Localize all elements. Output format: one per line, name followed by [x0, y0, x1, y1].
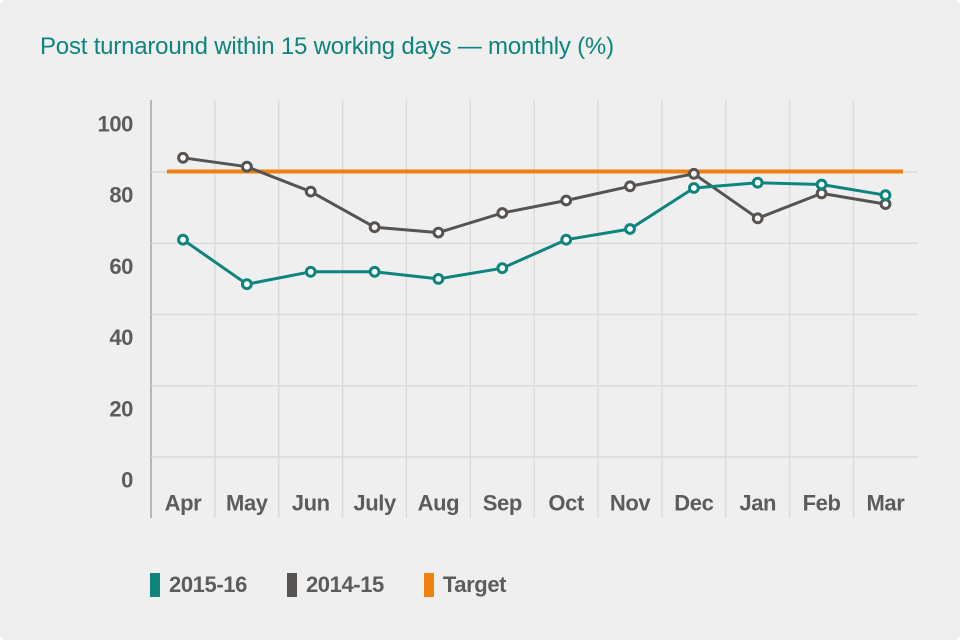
x-axis-tick-label: May: [226, 491, 269, 516]
data-point-2015-16-Aug: [432, 273, 445, 285]
legend-item-target: Target: [423, 572, 507, 598]
data-point-2015-16-Jan: [751, 176, 764, 189]
y-axis-tick-label: 100: [97, 111, 133, 136]
data-point-2015-16-Apr: [177, 233, 189, 246]
data-point-2014-15-Dec: [688, 167, 700, 180]
y-axis-tick-label: 0: [121, 468, 133, 493]
x-axis-tick-label: Feb: [803, 491, 841, 516]
legend: 2015-16 2014-15 Target: [150, 572, 507, 598]
data-point-2015-16-May: [241, 278, 253, 291]
x-axis-tick-label: Apr: [165, 491, 203, 516]
legend-label-2015-16: 2015-16: [169, 572, 247, 597]
data-point-2015-16-Dec: [688, 182, 700, 194]
y-axis-tick-label: 80: [109, 183, 133, 208]
data-point-2014-15-May: [241, 160, 253, 173]
data-point-2015-16-Feb: [815, 178, 828, 191]
legend-swatch-2015-16: [150, 573, 160, 597]
x-axis-tick-label: Jun: [292, 491, 330, 516]
x-axis-tick-label: Mar: [866, 491, 905, 516]
legend-item-2015-16: 2015-16: [150, 572, 247, 598]
data-point-2015-16-Jun: [304, 265, 317, 278]
series-line-2014-15: [181, 156, 887, 235]
data-point-2014-15-Sep: [496, 207, 509, 219]
data-point-2014-15-July: [368, 221, 381, 234]
data-point-2014-15-Jun: [304, 185, 317, 198]
legend-swatch-2014-15: [286, 573, 297, 597]
data-point-2015-16-Mar: [879, 189, 892, 202]
series-line-2015-16: [181, 181, 887, 286]
data-point-2015-16-July: [368, 265, 381, 278]
y-axis-tick-label: 20: [109, 396, 133, 421]
x-axis-tick-label: Dec: [674, 491, 713, 516]
x-axis-tick-label: Jan: [739, 491, 776, 516]
chart-title: Post turnaround within 15 working days —…: [40, 33, 614, 60]
x-axis-tick-label: July: [353, 491, 397, 516]
x-axis-tick-label: Nov: [610, 491, 652, 516]
data-point-2015-16-Nov: [624, 223, 636, 235]
data-point-2015-16-Oct: [560, 233, 573, 246]
x-axis-tick-label: Oct: [548, 491, 585, 516]
data-point-2014-15-Nov: [624, 180, 636, 193]
legend-swatch-target: [423, 573, 434, 597]
legend-label-2014-15: 2014-15: [305, 572, 384, 597]
x-axis-tick-label: Aug: [418, 491, 460, 516]
data-point-2014-15-Aug: [432, 226, 445, 239]
data-point-2014-15-Apr: [177, 151, 189, 164]
x-axis-tick-label: Sep: [483, 491, 522, 516]
y-axis-tick-label: 40: [109, 325, 133, 350]
data-point-2015-16-Sep: [496, 262, 509, 275]
data-point-2014-15-Jan: [751, 212, 764, 225]
legend-item-2014-15: 2014-15: [286, 572, 384, 598]
y-axis-tick-label: 60: [109, 254, 133, 279]
legend-label-target: Target: [442, 572, 507, 597]
data-point-2014-15-Oct: [560, 194, 573, 207]
